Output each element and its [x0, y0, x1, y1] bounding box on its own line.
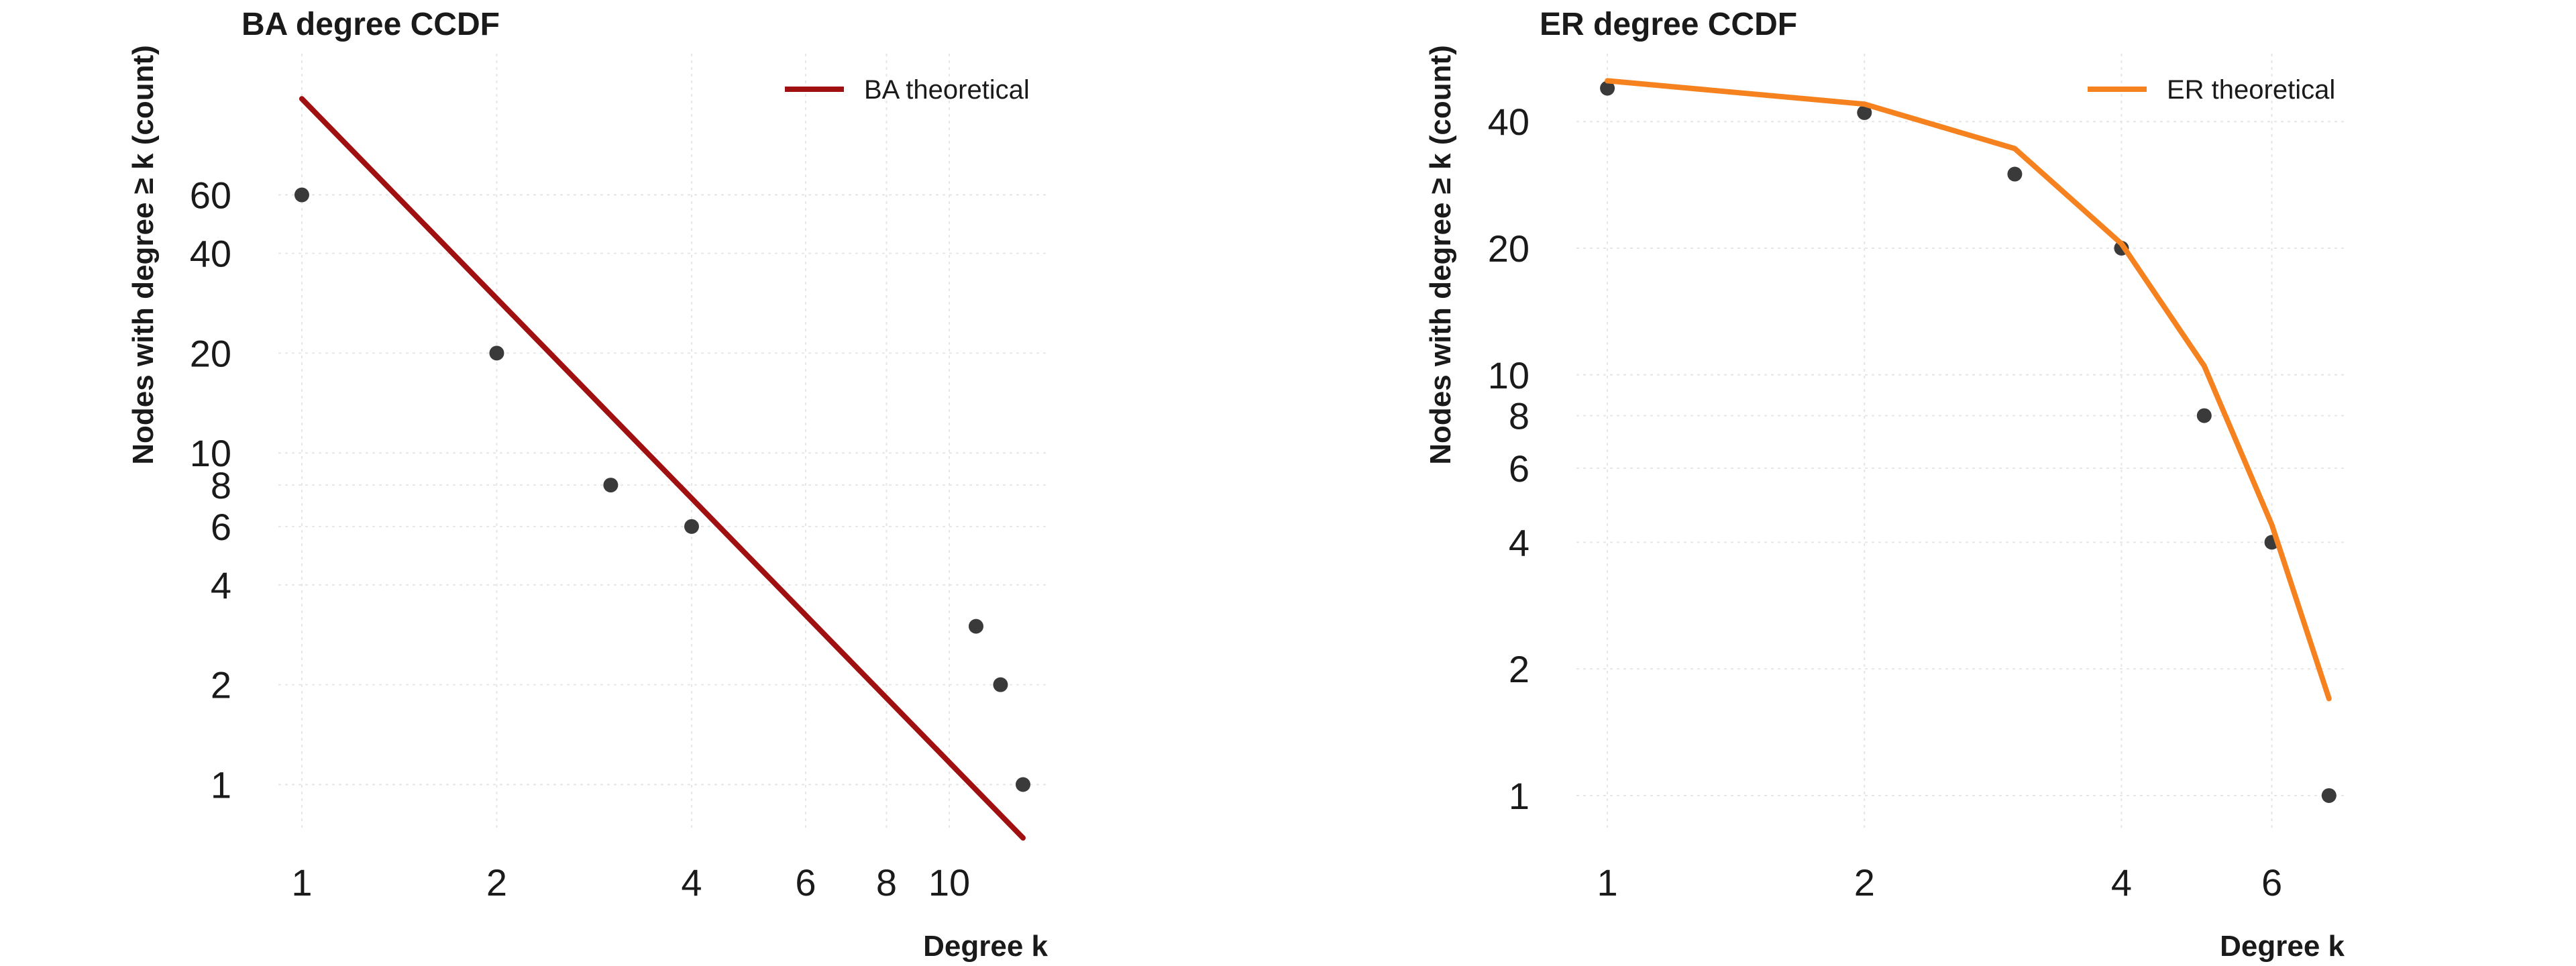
x-axis-label: Degree k	[923, 930, 1048, 963]
y-tick-label: 6	[1509, 447, 1529, 490]
y-tick-label: 8	[211, 464, 231, 506]
x-tick-label: 1	[291, 861, 312, 904]
data-point	[1015, 777, 1030, 792]
x-tick-label: 4	[2111, 861, 2132, 904]
y-tick-label: 8	[1509, 395, 1529, 437]
x-tick-label: 6	[2261, 861, 2282, 904]
x-tick-label: 2	[1854, 861, 1875, 904]
legend-label: BA theoretical	[864, 75, 1030, 105]
y-axis-label: Nodes with degree ≥ k (count)	[1424, 45, 1457, 465]
y-tick-label: 2	[211, 664, 231, 706]
y-tick-label: 40	[1488, 101, 1529, 143]
data-point	[684, 519, 699, 534]
er-panel: ER degree CCDF Nodes with degree ≥ k (cou…	[1424, 7, 2345, 963]
x-tick-label: 1	[1597, 861, 1618, 904]
legend-label: ER theoretical	[2167, 75, 2335, 105]
y-tick-label: 20	[1488, 227, 1529, 270]
y-tick-label: 10	[190, 432, 231, 474]
data-point	[993, 677, 1008, 692]
data-point	[1857, 105, 1872, 120]
y-axis-label: Nodes with degree ≥ k (count)	[127, 45, 160, 465]
x-tick-label: 6	[795, 861, 816, 904]
chart-title: BA degree CCDF	[241, 7, 500, 42]
y-tick-label: 6	[211, 506, 231, 548]
data-point	[2007, 166, 2023, 182]
data-point	[2196, 408, 2212, 423]
theoretical-line	[1605, 78, 2332, 702]
x-tick-label: 8	[876, 861, 897, 904]
y-tick-label: 4	[211, 564, 231, 606]
y-tick-label: 1	[211, 763, 231, 806]
x-tick-label: 4	[681, 861, 702, 904]
x-tick-label: 10	[928, 861, 970, 904]
data-point	[968, 619, 983, 634]
y-tick-label: 20	[190, 332, 231, 374]
x-tick-label: 2	[486, 861, 507, 904]
y-tick-label: 4	[1509, 521, 1529, 564]
data-point	[2321, 788, 2337, 803]
data-point	[294, 187, 309, 203]
theoretical-line	[299, 96, 1026, 841]
x-axis-label: Degree k	[2220, 930, 2345, 963]
chart-title: ER degree CCDF	[1540, 7, 1797, 42]
data-point	[489, 345, 504, 361]
y-tick-label: 10	[1488, 354, 1529, 396]
data-point	[603, 478, 619, 493]
y-tick-label: 1	[1509, 775, 1529, 817]
y-tick-label: 60	[190, 174, 231, 217]
data-point	[1600, 80, 1615, 96]
y-tick-label: 40	[190, 233, 231, 275]
y-tick-label: 2	[1509, 648, 1529, 690]
ba-panel: BA degree CCDF Nodes with degree ≥ k (cou…	[127, 7, 1049, 963]
